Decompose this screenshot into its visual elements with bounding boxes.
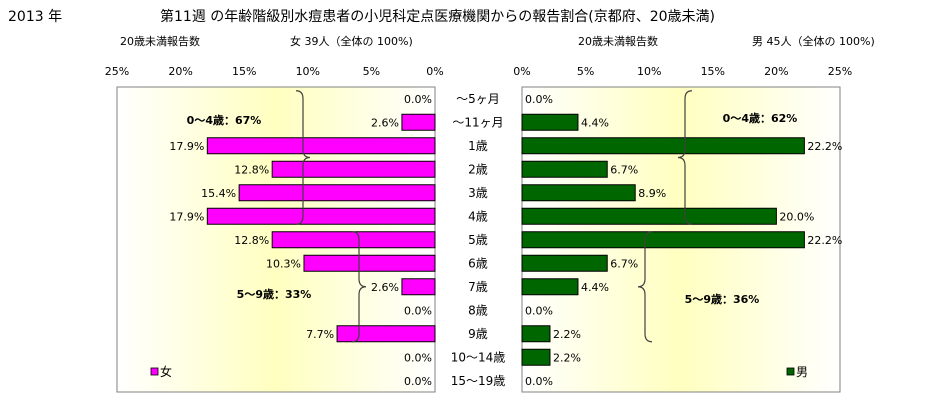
annotation-0-4-male: 0～4歳：62%	[723, 111, 798, 125]
female-data-label: 7.7%	[306, 328, 334, 341]
male-bar	[521, 348, 551, 366]
male-bar	[521, 137, 805, 155]
male-data-label: 22.2%	[807, 140, 842, 153]
female-data-label: 17.9%	[169, 210, 204, 223]
female-subtitle-count: 20歳未満報告数	[120, 35, 200, 48]
female-axis-ticks: 25% 20% 15% 10% 5% 0%	[105, 65, 444, 78]
age-label: ～11ヶ月	[452, 115, 503, 129]
male-tick-label: 25%	[828, 65, 852, 78]
annotation-0-4-female: 0～4歳：67%	[187, 113, 262, 127]
male-tick-label: 0%	[513, 65, 530, 78]
age-label: 8歳	[468, 303, 488, 317]
female-tick-label: 15%	[232, 65, 256, 78]
male-age-group-brackets: 0～4歳：62% 5～9歳：36%	[637, 90, 798, 343]
female-legend-label: 女	[160, 364, 172, 379]
male-data-label: 0.0%	[525, 304, 553, 317]
female-legend-swatch	[150, 367, 159, 376]
female-data-label: 17.9%	[169, 140, 204, 153]
bracket-5-9-male	[637, 231, 653, 343]
female-data-label: 2.6%	[371, 281, 399, 294]
annotation-5-9-female: 5～9歳：33%	[237, 287, 312, 301]
male-bar	[521, 254, 608, 272]
male-data-label: 6.7%	[610, 163, 638, 176]
male-legend-swatch	[786, 367, 795, 376]
female-data-label: 12.8%	[234, 163, 269, 176]
female-bar	[336, 325, 436, 343]
age-label: 5歳	[468, 233, 488, 247]
male-subtitle-count: 20歳未満報告数	[578, 35, 658, 48]
male-subtitle-total: 男 45人（全体の 100%)	[752, 34, 875, 48]
male-bar	[521, 231, 805, 249]
female-bar	[206, 207, 436, 225]
male-tick-label: 20%	[764, 65, 788, 78]
male-legend-label: 男	[796, 365, 808, 379]
male-tick-label: 5%	[577, 65, 594, 78]
male-bar	[521, 184, 636, 202]
female-data-label: 0.0%	[404, 93, 432, 106]
chart-title: 第11週 の年齢階級別水痘患者の小児科定点医療機関からの報告割合(京都府、20歳…	[160, 8, 715, 25]
female-bar	[206, 137, 436, 155]
age-label: 6歳	[468, 256, 488, 270]
age-label: 9歳	[468, 327, 488, 341]
age-label: 3歳	[468, 186, 488, 200]
male-bar	[521, 113, 579, 131]
female-tick-label: 25%	[105, 65, 129, 78]
female-bar	[271, 160, 436, 178]
male-tick-label: 15%	[701, 65, 725, 78]
male-data-label: 22.2%	[807, 234, 842, 247]
male-tick-label: 10%	[637, 65, 661, 78]
bracket-0-4-female	[295, 90, 311, 225]
female-bar	[401, 113, 436, 131]
male-data-label: 6.7%	[610, 257, 638, 270]
female-bar	[271, 231, 436, 249]
male-bar	[521, 207, 777, 225]
female-bar	[238, 184, 436, 202]
age-label: 15～19歳	[451, 374, 506, 388]
male-axis-ticks: 0% 5% 10% 15% 20% 25%	[513, 65, 852, 78]
age-label: 4歳	[468, 209, 488, 223]
female-data-label: 0.0%	[404, 351, 432, 364]
male-legend: 男	[786, 365, 808, 379]
female-data-label: 10.3%	[266, 257, 301, 270]
female-data-label: 0.0%	[404, 304, 432, 317]
female-data-label: 15.4%	[201, 187, 236, 200]
bracket-5-9-female	[351, 231, 367, 343]
male-bar	[521, 160, 608, 178]
female-subtitle-total: 女 39人（全体の 100%)	[290, 34, 413, 48]
female-data-label: 2.6%	[371, 116, 399, 129]
female-tick-label: 0%	[426, 65, 443, 78]
male-bar	[521, 325, 551, 343]
age-label: 10～14歳	[451, 350, 506, 364]
female-data-label: 0.0%	[404, 375, 432, 388]
year-label: 2013 年	[8, 9, 62, 25]
male-bar	[521, 278, 579, 296]
annotation-5-9-male: 5～9歳：36%	[685, 292, 760, 306]
age-label: 2歳	[468, 162, 488, 176]
female-bar	[303, 254, 436, 272]
female-tick-label: 5%	[363, 65, 380, 78]
male-data-label: 8.9%	[638, 187, 666, 200]
age-label: 1歳	[468, 139, 488, 153]
female-legend: 女	[150, 364, 172, 379]
female-bars: 0.0% 2.6% 17.9% 12.8% 15.4% 17.9% 12.8% 10.3% 2.…	[169, 93, 436, 388]
male-data-label: 0.0%	[525, 93, 553, 106]
male-data-label: 20.0%	[779, 210, 814, 223]
age-category-labels: ～5ヶ月 ～11ヶ月 1歳 2歳 3歳 4歳 5歳 6歳 7歳 8歳 9歳 10～14歳 15～19歳	[451, 92, 506, 388]
bracket-0-4-male	[677, 90, 693, 225]
male-data-label: 4.4%	[581, 116, 609, 129]
female-age-group-brackets: 0～4歳：67% 5～9歳：33%	[187, 90, 367, 343]
female-tick-label: 10%	[296, 65, 320, 78]
female-bar	[401, 278, 436, 296]
male-bars: 0.0%4.4%22.2%6.7%8.9%20.0%22.2%6.7%4.4%0…	[521, 93, 842, 388]
male-data-label: 4.4%	[581, 281, 609, 294]
age-label: 7歳	[468, 280, 488, 294]
female-tick-label: 20%	[168, 65, 192, 78]
male-data-label: 2.2%	[553, 351, 581, 364]
female-data-label: 12.8%	[234, 234, 269, 247]
male-data-label: 0.0%	[525, 375, 553, 388]
age-label: ～5ヶ月	[456, 92, 500, 106]
male-data-label: 2.2%	[553, 328, 581, 341]
